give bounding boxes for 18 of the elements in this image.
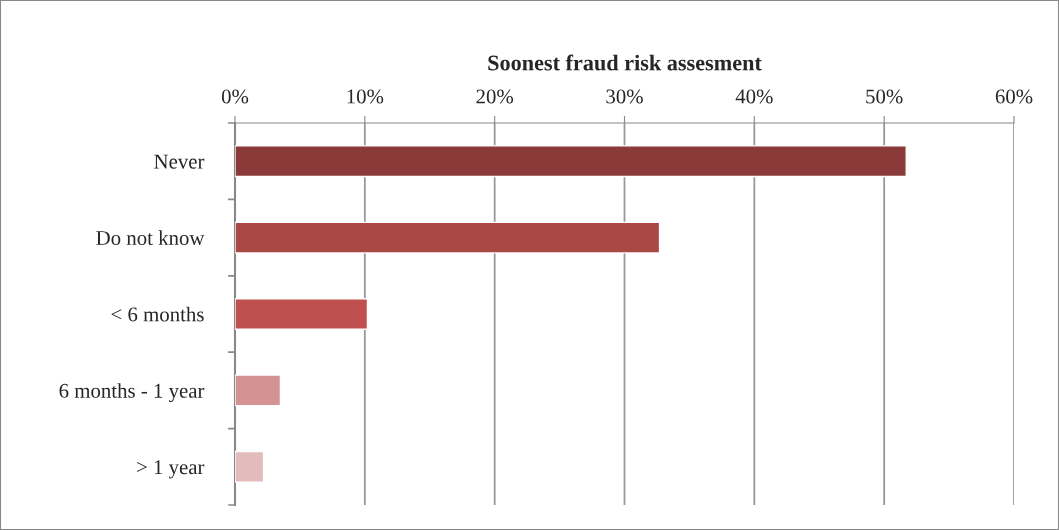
bar xyxy=(235,145,907,178)
chart-title: Soonest fraud risk assesment xyxy=(488,54,762,71)
x-tick-label: 50% xyxy=(866,89,903,104)
bar xyxy=(235,450,265,483)
y-tick-label: Never xyxy=(154,154,205,169)
bar xyxy=(235,298,369,330)
y-tick-label: < 6 months xyxy=(111,306,204,322)
x-tick-label: 20% xyxy=(476,89,514,104)
y-tick-label: Do not know xyxy=(96,230,205,246)
x-tick-label: 60% xyxy=(995,89,1033,104)
y-tick-label: > 1 year xyxy=(137,460,205,479)
bar xyxy=(235,221,661,254)
x-tick-label: 40% xyxy=(735,89,773,104)
y-tick-label: 6 months - 1 year xyxy=(59,383,205,403)
x-tick-label: 0% xyxy=(221,89,249,104)
x-tick-label: 10% xyxy=(347,89,384,104)
bar xyxy=(235,374,282,407)
x-tick-label: 30% xyxy=(606,89,643,104)
